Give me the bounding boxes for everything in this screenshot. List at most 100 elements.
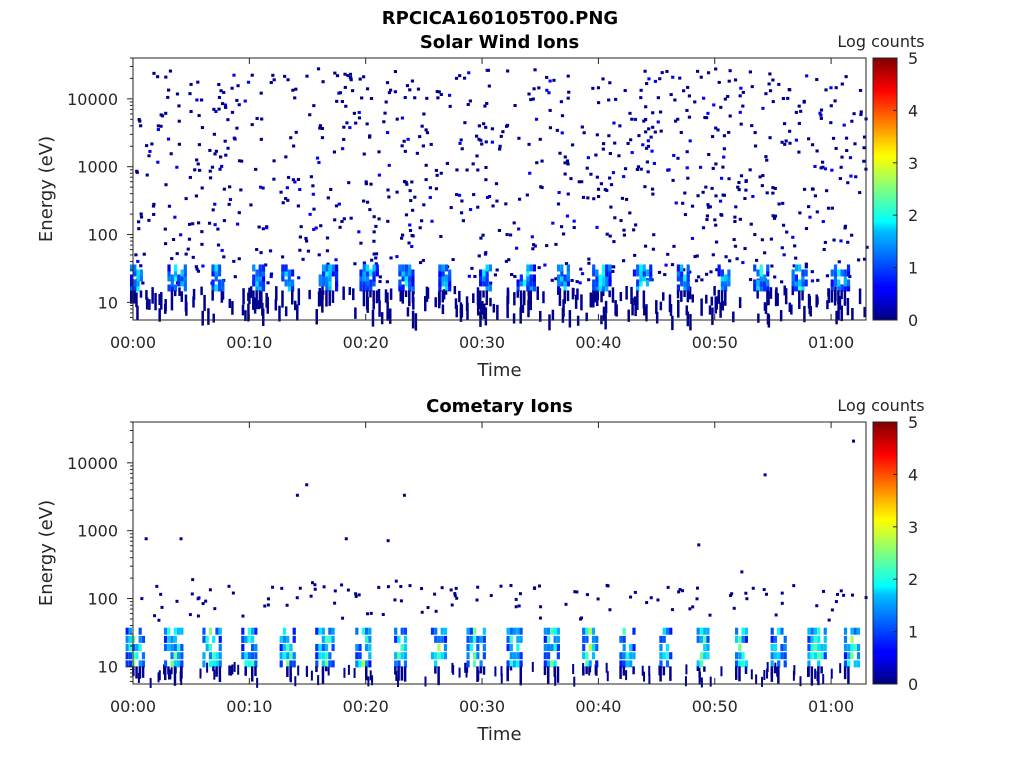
data-cell: [762, 274, 767, 282]
data-cell: [829, 104, 833, 108]
data-cell: [173, 215, 177, 219]
data-cell: [206, 662, 209, 673]
data-cell: [177, 119, 181, 123]
data-cell: [589, 172, 593, 176]
data-cell: [696, 666, 700, 672]
data-cell: [697, 543, 701, 547]
data-cell: [532, 264, 536, 272]
data-cell: [536, 286, 539, 300]
data-cell: [843, 666, 847, 680]
data-cell: [810, 279, 815, 283]
data-cell: [717, 289, 721, 304]
data-cell: [291, 178, 296, 182]
data-cell: [321, 274, 326, 282]
data-cell: [792, 264, 796, 268]
data-cell: [479, 666, 482, 674]
data-cell: [223, 139, 227, 143]
x-tick-label: 00:20: [343, 333, 389, 352]
data-cell: [820, 644, 824, 652]
data-cell: [355, 644, 359, 652]
data-cell: [595, 133, 599, 137]
data-cell: [843, 652, 848, 660]
data-cell: [699, 75, 703, 79]
data-cell: [406, 137, 410, 141]
data-cell: [472, 293, 475, 304]
data-cell: [815, 149, 819, 153]
y-tick-label: 1000: [77, 522, 118, 541]
data-cell: [623, 167, 628, 171]
data-cell: [534, 117, 539, 121]
data-cell: [194, 265, 198, 269]
data-cell: [141, 660, 146, 668]
data-cell: [669, 303, 673, 317]
data-cell: [724, 255, 728, 259]
data-cell: [756, 269, 760, 277]
data-cell: [304, 239, 309, 243]
data-cell: [132, 652, 136, 660]
data-cell: [518, 592, 522, 596]
data-cell: [764, 304, 768, 315]
data-cell: [439, 171, 443, 175]
data-cell: [748, 168, 752, 172]
data-cell: [665, 627, 670, 635]
data-cell: [434, 609, 438, 613]
data-cell: [558, 288, 562, 306]
data-cell: [164, 299, 167, 312]
data-cell: [308, 212, 312, 216]
data-cell: [147, 218, 151, 222]
data-cell: [846, 181, 850, 185]
data-cell: [782, 253, 786, 257]
data-cell: [532, 284, 536, 292]
data-cell: [266, 597, 270, 601]
data-cell: [213, 152, 217, 156]
data-cell: [569, 177, 573, 181]
data-cell: [863, 306, 866, 318]
data-cell: [543, 635, 547, 643]
data-cell: [663, 273, 667, 277]
data-cell: [771, 186, 775, 190]
data-cell: [605, 662, 608, 673]
data-cell: [269, 272, 274, 276]
data-cell: [592, 284, 596, 292]
data-cell: [321, 644, 325, 652]
data-cell: [801, 290, 804, 301]
data-cell: [677, 590, 681, 594]
data-cell: [145, 173, 149, 177]
data-cell: [488, 264, 492, 272]
data-cell: [328, 652, 332, 660]
data-cell: [833, 264, 838, 272]
data-cell: [581, 195, 586, 199]
data-cell: [367, 676, 370, 687]
data-cell: [342, 286, 345, 300]
data-cell: [732, 238, 736, 242]
data-cell: [846, 264, 851, 272]
data-cell: [572, 219, 576, 223]
data-cell: [823, 627, 827, 635]
data-cell: [830, 206, 834, 210]
data-cell: [628, 211, 632, 215]
data-cell: [353, 262, 357, 266]
data-cell: [513, 104, 517, 108]
data-cell: [259, 251, 263, 255]
data-cell: [815, 210, 819, 214]
data-cell: [592, 197, 596, 201]
data-cell: [294, 130, 298, 134]
data-cell: [218, 627, 222, 635]
data-cell: [315, 156, 320, 160]
data-cell: [183, 264, 187, 272]
data-cell: [509, 635, 513, 643]
data-cell: [321, 290, 325, 295]
data-cell: [474, 134, 479, 138]
data-cell: [227, 584, 231, 588]
colorbar-tick-label: 0: [908, 675, 918, 694]
data-cell: [129, 264, 134, 272]
data-cell: [396, 676, 399, 687]
data-cell: [242, 288, 245, 305]
data-cell: [173, 274, 178, 282]
data-cell: [138, 119, 142, 123]
data-cell: [842, 123, 846, 127]
data-cell: [843, 226, 847, 230]
data-cell: [669, 666, 672, 681]
data-cell: [401, 284, 405, 292]
data-cell: [688, 607, 692, 611]
